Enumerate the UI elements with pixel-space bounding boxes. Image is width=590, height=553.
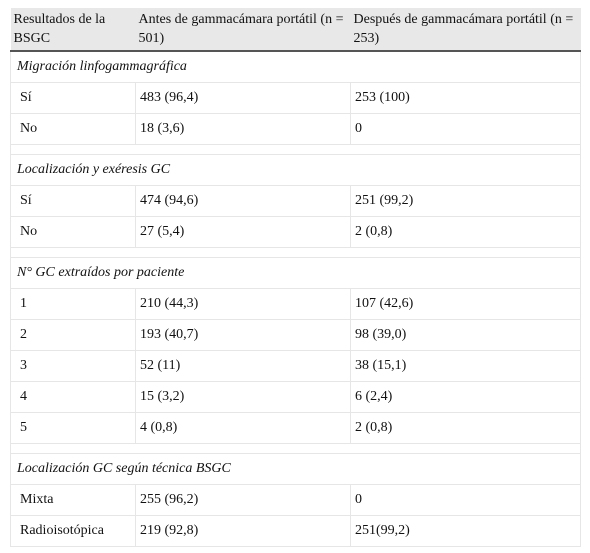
cell: Mixta (10, 484, 136, 516)
cell: 255 (96,2) (135, 484, 351, 516)
data-row: No 18 (3,6) 0 (10, 113, 581, 145)
data-row: 2 193 (40,7) 98 (39,0) (10, 319, 581, 351)
data-row: 1 210 (44,3) 107 (42,6) (10, 288, 581, 320)
header-cell: Resultados de la BSGC (10, 8, 136, 52)
cell: 4 (10, 381, 136, 413)
cell: 18 (3,6) (135, 113, 351, 145)
section-row: N° GC extraídos por paciente (10, 257, 581, 289)
spacer-row (10, 144, 581, 155)
cell: Radioisotópica (10, 515, 136, 547)
data-row: Sí 474 (94,6) 251 (99,2) (10, 185, 581, 217)
cell: 1 (10, 288, 136, 320)
header-cell: Antes de gammacámara portátil (n = 501) (135, 8, 351, 52)
data-row: 3 52 (11) 38 (15,1) (10, 350, 581, 382)
cell: 0 (350, 484, 581, 516)
data-row: No 27 (5,4) 2 (0,8) (10, 216, 581, 248)
results-table: Resultados de la BSGC Antes de gammacámar… (10, 8, 581, 547)
spacer-cell (10, 443, 581, 454)
section-title: Migración linfogammagráfica (10, 50, 581, 83)
cell: 52 (11) (135, 350, 351, 382)
cell: 219 (92,8) (135, 515, 351, 547)
cell: 27 (5,4) (135, 216, 351, 248)
data-row: Radioisotópica 219 (92,8) 251(99,2) (10, 515, 581, 547)
cell: 2 (10, 319, 136, 351)
cell: 38 (15,1) (350, 350, 581, 382)
header-cell: Después de gammacámara portátil (n = 253… (350, 8, 581, 52)
cell: 15 (3,2) (135, 381, 351, 413)
cell: 251(99,2) (350, 515, 581, 547)
cell: 4 (0,8) (135, 412, 351, 444)
cell: No (10, 113, 136, 145)
cell: 253 (100) (350, 82, 581, 114)
section-row: Migración linfogammagráfica (10, 50, 581, 83)
spacer-row (10, 443, 581, 454)
spacer-row (10, 247, 581, 258)
cell: 3 (10, 350, 136, 382)
cell: 6 (2,4) (350, 381, 581, 413)
cell: 210 (44,3) (135, 288, 351, 320)
cell: 474 (94,6) (135, 185, 351, 217)
cell: 2 (0,8) (350, 412, 581, 444)
cell: 483 (96,4) (135, 82, 351, 114)
section-title: Localización GC según técnica BSGC (10, 453, 581, 485)
spacer-cell (10, 247, 581, 258)
data-row: 4 15 (3,2) 6 (2,4) (10, 381, 581, 413)
section-row: Localización GC según técnica BSGC (10, 453, 581, 485)
cell: 2 (0,8) (350, 216, 581, 248)
data-row: Mixta 255 (96,2) 0 (10, 484, 581, 516)
section-row: Localización y exéresis GC (10, 154, 581, 186)
cell: 193 (40,7) (135, 319, 351, 351)
section-title: Localización y exéresis GC (10, 154, 581, 186)
spacer-cell (10, 144, 581, 155)
cell: 107 (42,6) (350, 288, 581, 320)
cell: Sí (10, 185, 136, 217)
header-row: Resultados de la BSGC Antes de gammacámar… (10, 8, 581, 52)
cell: 251 (99,2) (350, 185, 581, 217)
cell: No (10, 216, 136, 248)
cell: 98 (39,0) (350, 319, 581, 351)
section-title: N° GC extraídos por paciente (10, 257, 581, 289)
cell: 5 (10, 412, 136, 444)
cell: Sí (10, 82, 136, 114)
data-row: Sí 483 (96,4) 253 (100) (10, 82, 581, 114)
cell: 0 (350, 113, 581, 145)
